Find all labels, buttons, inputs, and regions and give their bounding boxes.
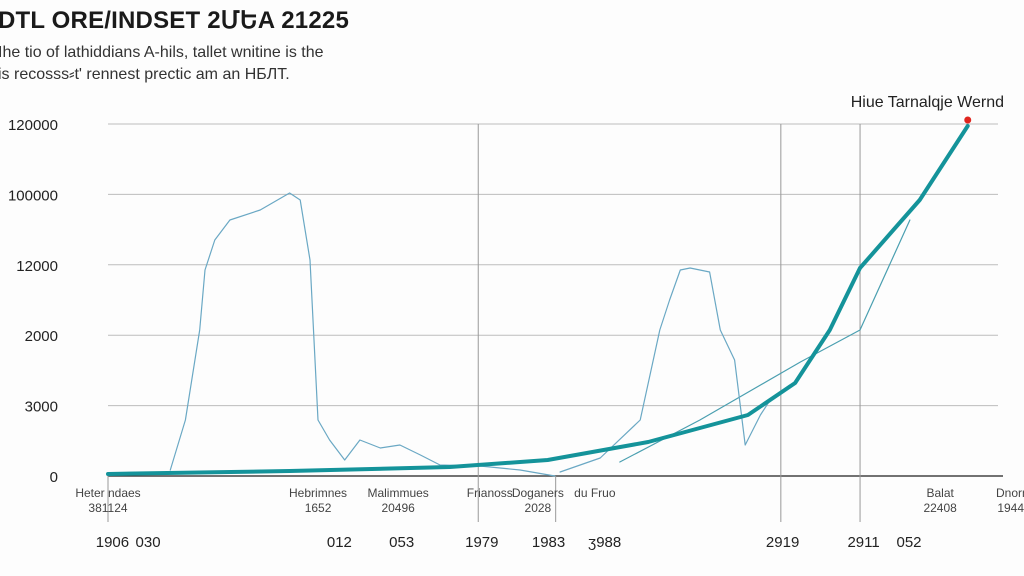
series-line-series-b xyxy=(559,267,791,473)
x-tick-label: 030 xyxy=(136,534,161,551)
series-line-series-c xyxy=(619,219,911,463)
event-label: du Fruo xyxy=(574,486,616,500)
chart-title: DTL ORE/INDSET 2ՄԵA 21225 xyxy=(0,7,349,34)
chart-subtitle-line-1: Ihe tio of lathiddians A-hils, tallet wn… xyxy=(0,44,324,61)
legend-label: Hiue Tarnalqje Wernd xyxy=(851,94,1004,111)
y-tick-label: 3000 xyxy=(25,399,58,416)
x-tick-label: 2911 xyxy=(847,534,879,551)
event-label: Frianoss xyxy=(467,486,513,500)
y-tick-label: 2000 xyxy=(25,328,58,345)
event-label: Heter ndaes xyxy=(75,486,140,500)
series-line-hiue-tarnalqje-wernd xyxy=(106,124,970,476)
x-tick-label: 2919 xyxy=(766,534,799,551)
event-value: 20496 xyxy=(381,501,415,515)
x-tick-label: 1906 xyxy=(96,534,129,551)
x-tick-label: ʒ988 xyxy=(588,534,621,551)
y-tick-label: 12000 xyxy=(16,258,58,275)
x-tick-label: 052 xyxy=(896,534,921,551)
series-line-series-a xyxy=(169,192,556,477)
x-tick-label: 053 xyxy=(389,534,414,551)
chart-subtitle-line-2: is recosss⸗t' rennest prectic am an HБЛT… xyxy=(0,66,290,83)
event-value: 22408 xyxy=(923,501,957,515)
y-tick-label: 100000 xyxy=(8,187,58,204)
event-label: Balat xyxy=(926,486,954,500)
y-tick-label: 120000 xyxy=(8,117,58,134)
event-value: 1652 xyxy=(305,501,332,515)
x-tick-label: 1983 xyxy=(532,534,565,551)
x-tick-label: 1979 xyxy=(465,534,498,551)
event-label: Malimmues xyxy=(367,486,428,500)
y-tick-label: 0 xyxy=(50,469,58,486)
event-label: Doganers xyxy=(512,486,564,500)
event-value: 19448 xyxy=(997,501,1024,515)
event-value: 2028 xyxy=(525,501,552,515)
event-label: Dnorm xyxy=(996,486,1024,500)
x-tick-label: 012 xyxy=(327,534,352,551)
event-label: Hebrimnes xyxy=(289,486,347,500)
end-point-marker xyxy=(964,116,972,124)
event-value: 381124 xyxy=(88,501,127,515)
